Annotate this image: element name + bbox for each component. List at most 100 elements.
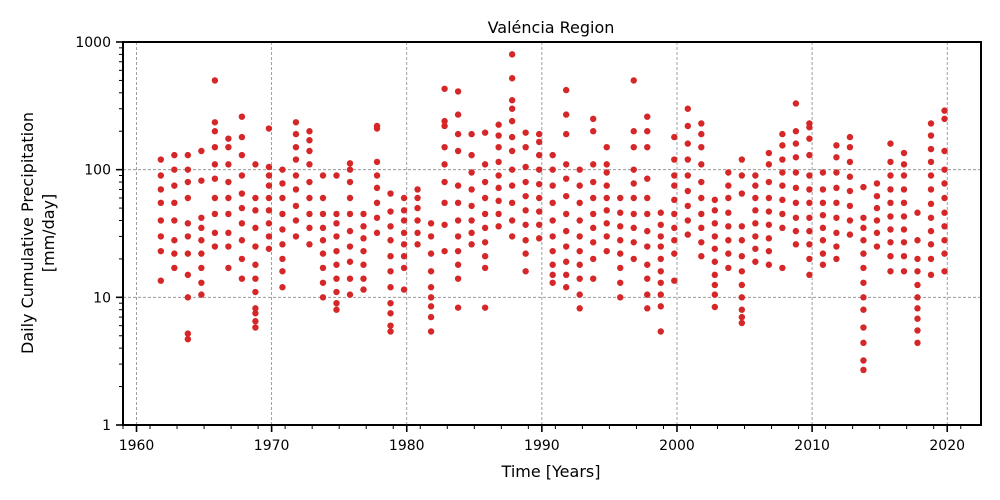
data-point: [698, 210, 705, 218]
data-point: [157, 186, 165, 193]
data-point: [562, 175, 570, 182]
data-point: [806, 186, 813, 193]
data-point: [508, 182, 516, 189]
data-point: [684, 187, 691, 195]
data-point: [522, 207, 529, 214]
data-point: [941, 107, 948, 114]
data-point: [292, 202, 300, 210]
data-point: [860, 183, 867, 191]
data-point: [306, 194, 313, 202]
data-point: [833, 229, 840, 237]
data-point: [198, 264, 205, 272]
data-point: [860, 357, 867, 364]
data-point: [927, 214, 935, 221]
data-point: [265, 207, 273, 214]
data-point: [373, 229, 381, 237]
data-point: [873, 243, 881, 250]
data-point: [319, 264, 327, 272]
data-point: [400, 217, 408, 224]
data-point: [630, 77, 637, 84]
data-point: [360, 247, 367, 255]
data-point: [900, 161, 908, 168]
data-point: [346, 166, 354, 173]
data-point: [252, 194, 259, 202]
data-point: [252, 161, 259, 168]
data-point: [414, 186, 421, 193]
data-point: [617, 223, 624, 230]
data-point: [171, 237, 178, 244]
data-point: [346, 160, 354, 167]
data-point: [441, 85, 448, 92]
data-point: [846, 217, 854, 224]
data-point: [887, 239, 894, 246]
data-point: [657, 268, 664, 275]
data-point: [454, 247, 462, 255]
data-point: [711, 258, 719, 265]
data-point: [414, 217, 421, 224]
data-point: [198, 214, 205, 221]
data-point: [779, 264, 786, 272]
data-point: [833, 243, 840, 250]
data-point: [738, 281, 746, 289]
data-point: [495, 223, 502, 230]
data-point: [427, 313, 435, 321]
data-point: [630, 210, 637, 218]
data-point: [481, 194, 489, 202]
data-point: [779, 130, 786, 138]
data-point: [752, 182, 759, 189]
data-point: [198, 177, 205, 184]
data-point: [738, 252, 746, 260]
data-point: [522, 129, 529, 136]
data-point: [644, 261, 651, 268]
data-point: [171, 151, 178, 159]
data-point: [333, 306, 340, 313]
data-point: [346, 210, 354, 218]
data-point: [184, 220, 192, 227]
data-point: [333, 233, 340, 240]
data-point: [711, 271, 719, 279]
data-point: [400, 286, 408, 293]
data-point: [279, 194, 286, 202]
data-point: [171, 264, 178, 272]
data-point: [698, 194, 705, 202]
data-point: [914, 294, 921, 301]
data-point: [184, 233, 192, 240]
y-tick-label: 1000: [75, 35, 111, 51]
data-point: [211, 194, 219, 202]
data-point: [900, 213, 908, 220]
data-point: [454, 199, 462, 207]
data-point: [941, 180, 948, 187]
data-point: [941, 147, 948, 155]
data-point: [522, 192, 529, 200]
data-point: [603, 194, 610, 202]
data-point: [900, 268, 908, 275]
data-point: [306, 178, 313, 186]
data-point: [238, 172, 246, 179]
data-point: [157, 217, 165, 224]
data-point: [400, 252, 408, 260]
data-point: [887, 252, 894, 260]
data-point: [508, 147, 516, 155]
data-point: [779, 142, 786, 149]
data-point: [617, 237, 624, 244]
data-point: [522, 163, 529, 171]
data-point: [468, 169, 475, 176]
data-point: [671, 182, 678, 189]
data-point: [914, 339, 921, 347]
data-point: [941, 250, 948, 257]
plot-frame: [122, 41, 982, 426]
data-point: [508, 166, 516, 173]
data-point: [225, 178, 232, 186]
data-point: [900, 226, 908, 233]
data-point: [698, 120, 705, 127]
data-point: [630, 224, 637, 232]
data-point: [319, 250, 327, 257]
data-point: [792, 169, 800, 176]
data-point: [684, 156, 691, 163]
chart-title: Valéncia Region: [488, 18, 615, 37]
data-point: [468, 186, 475, 193]
data-point: [387, 322, 394, 329]
data-point: [360, 210, 367, 218]
data-point: [333, 210, 340, 218]
data-point: [549, 166, 556, 173]
